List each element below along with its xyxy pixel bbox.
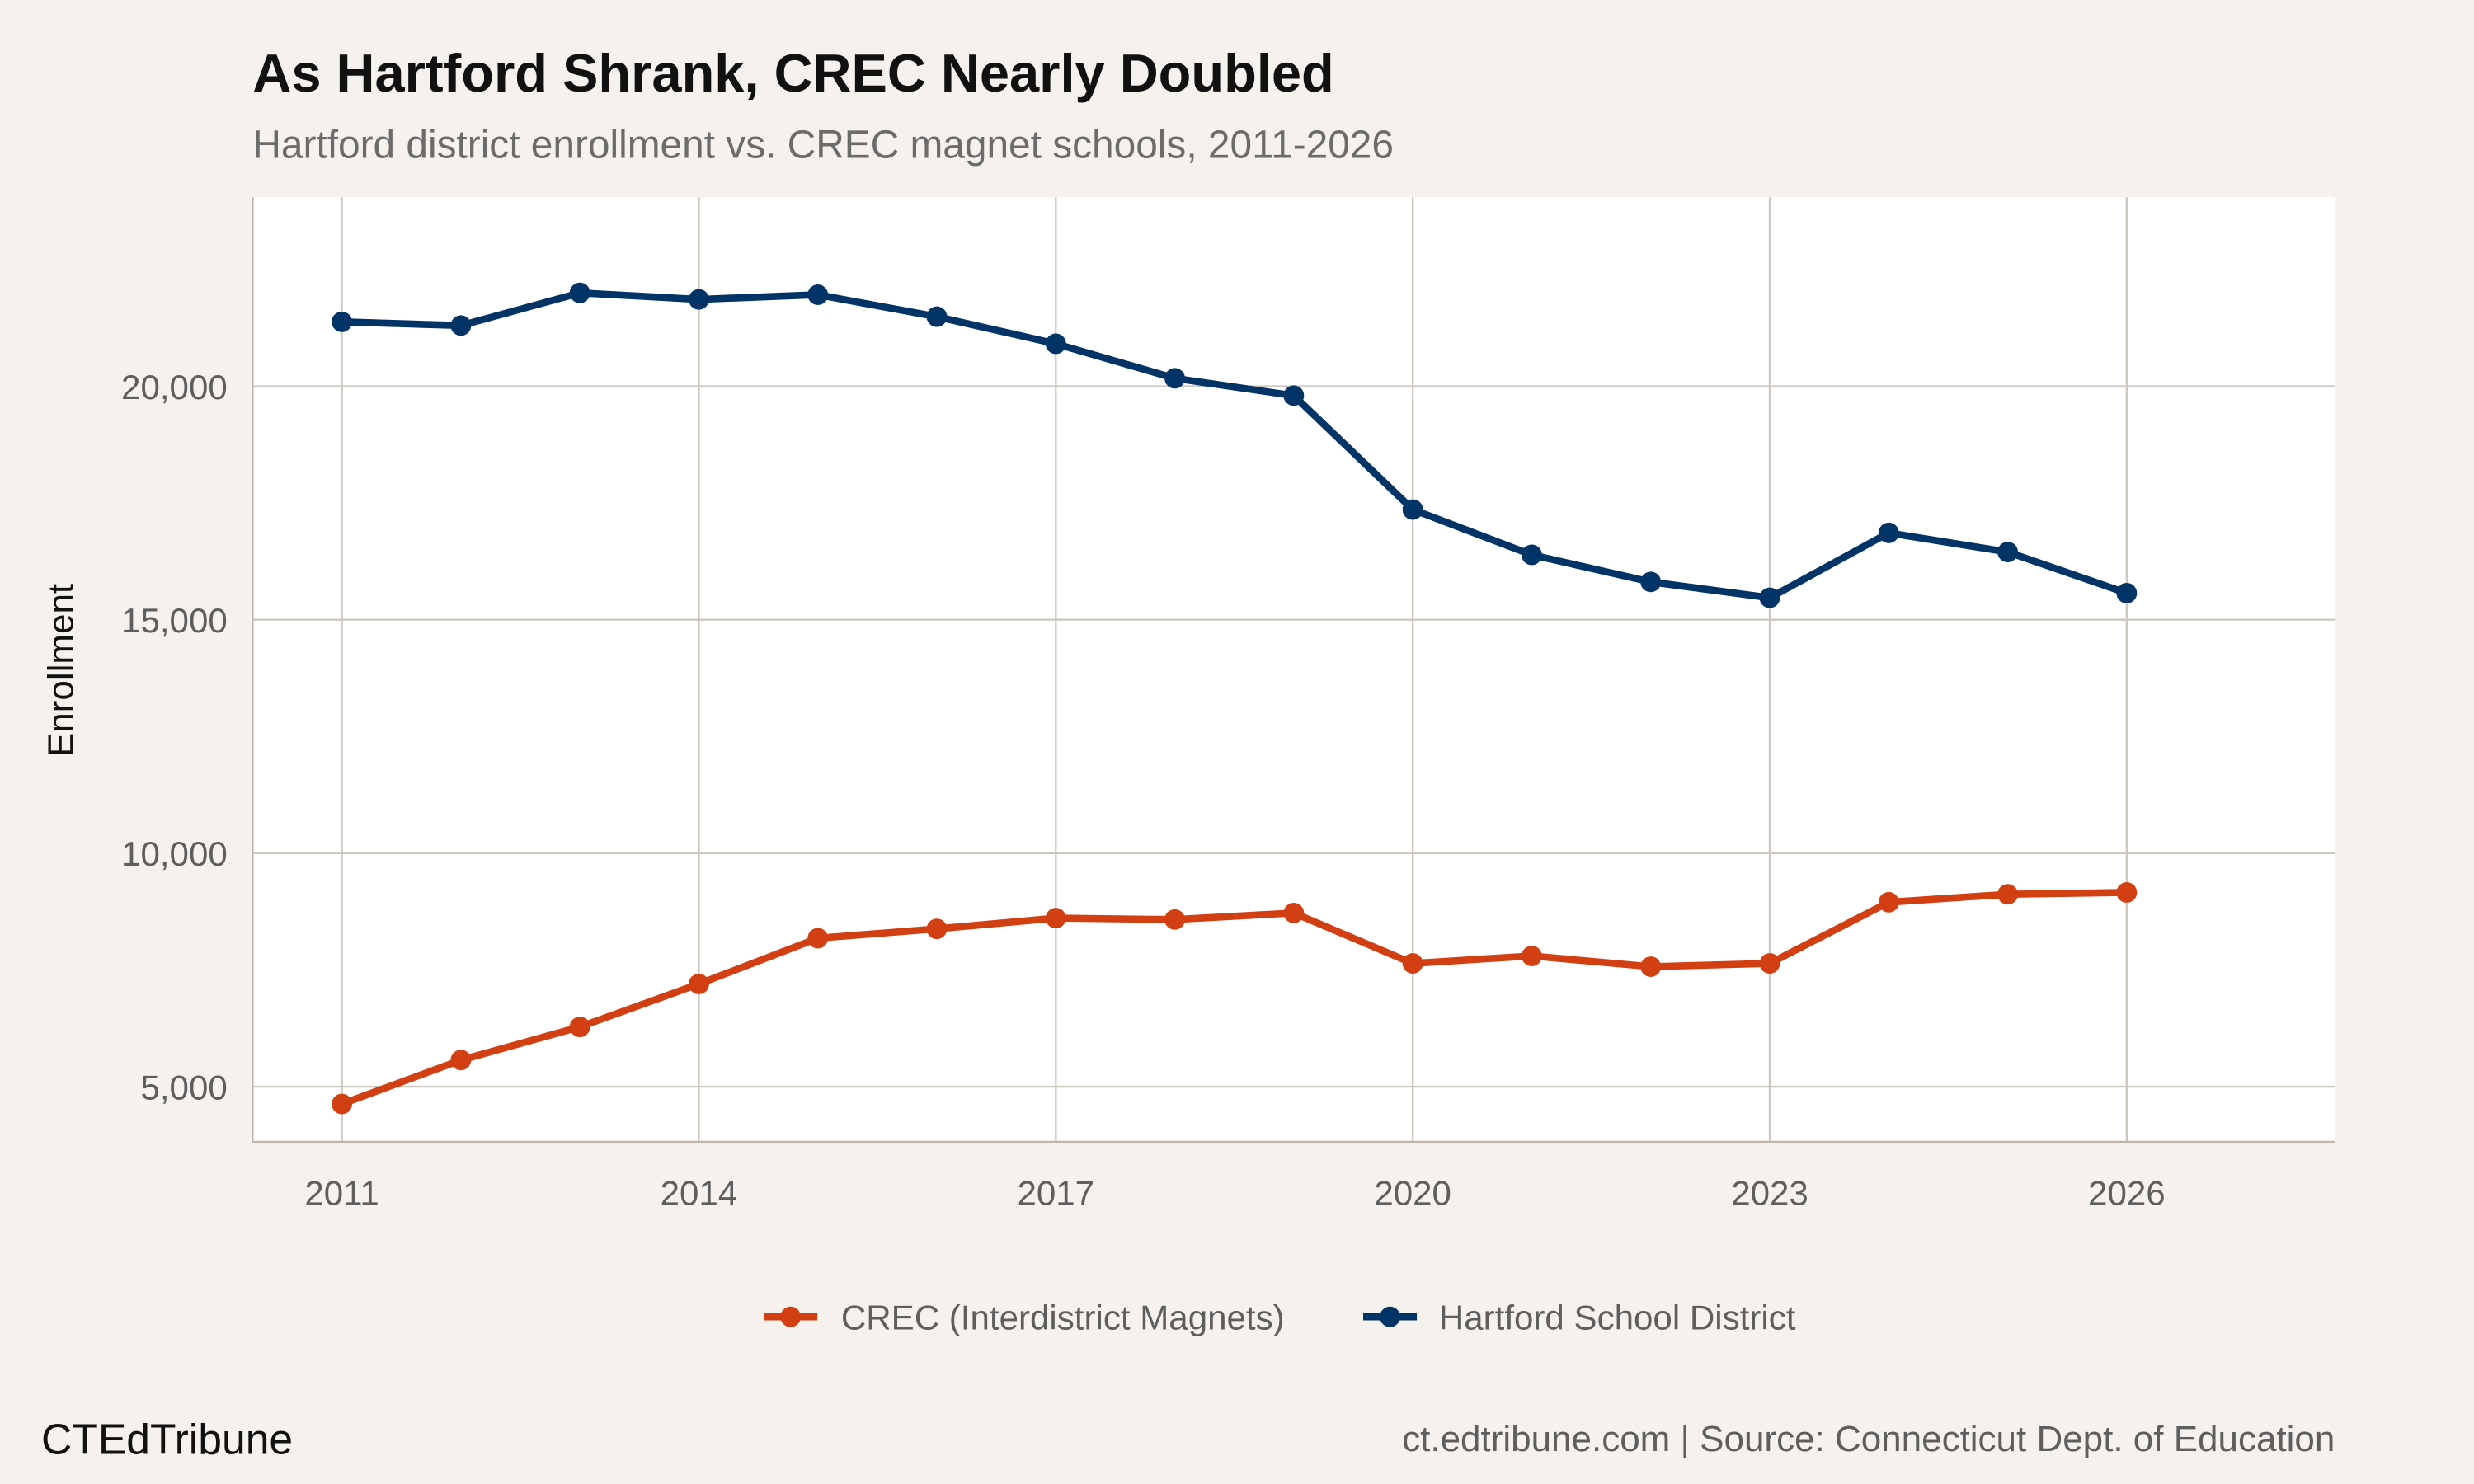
legend-label: Hartford School District (1439, 1298, 1796, 1337)
y-tick-label: 10,000 (121, 834, 228, 873)
data-point-hartford (332, 311, 353, 332)
data-point-crec (1997, 884, 2019, 905)
data-point-hartford (2116, 582, 2138, 603)
series-group (332, 282, 2138, 1115)
data-point-crec (1759, 953, 1780, 974)
x-tick-label: 2017 (1017, 1173, 1094, 1212)
data-point-crec (1402, 953, 1423, 974)
data-point-crec (926, 918, 948, 940)
x-tick-label: 2020 (1374, 1173, 1451, 1212)
data-point-hartford (569, 282, 590, 303)
data-point-hartford (1878, 522, 1899, 543)
data-point-hartford (689, 289, 709, 310)
data-point-crec (569, 1017, 590, 1038)
series-line-hartford (341, 289, 2128, 602)
data-point-hartford (1997, 542, 2019, 562)
data-point-crec (1878, 891, 1899, 913)
data-point-hartford (1759, 587, 1780, 608)
footer-source: ct.edtribune.com | Source: Connecticut D… (1402, 1419, 2335, 1459)
legend: CREC (Interdistrict Magnets) Hartford Sch… (764, 1298, 1796, 1337)
data-point-crec (807, 928, 829, 949)
data-point-crec (2116, 882, 2138, 903)
footer-brand: CTEdTribune (41, 1416, 293, 1463)
y-tick-label: 5,000 (140, 1068, 227, 1106)
y-tick-label: 20,000 (121, 368, 228, 406)
x-tick-label: 2014 (661, 1173, 738, 1212)
y-axis-label: Enrollment (40, 584, 81, 757)
plot-panel (252, 197, 2335, 1142)
x-ticks: 2011 2014 2017 2020 2023 2026 (304, 1173, 2165, 1212)
data-point-hartford (1045, 333, 1066, 355)
data-point-crec (1283, 902, 1305, 923)
data-point-hartford (1521, 544, 1542, 566)
y-ticks: 5,000 10,000 15,000 20,000 (121, 368, 228, 1107)
data-point-crec (332, 1093, 353, 1115)
legend-key-point (780, 1306, 802, 1327)
data-point-crec (1045, 908, 1066, 929)
data-point-crec (1640, 956, 1662, 977)
data-point-crec (689, 974, 709, 994)
data-point-crec (1521, 946, 1542, 966)
data-point-crec (450, 1050, 472, 1071)
y-tick-label: 15,000 (121, 601, 228, 640)
data-point-hartford (926, 306, 948, 327)
x-tick-label: 2026 (2088, 1173, 2166, 1212)
chart-subtitle: Hartford district enrollment vs. CREC ma… (252, 123, 1394, 167)
data-point-crec (1164, 909, 1186, 930)
data-point-hartford (450, 315, 472, 336)
x-tick-label: 2023 (1731, 1173, 1808, 1212)
x-tick-label: 2011 (304, 1173, 379, 1212)
data-point-hartford (807, 284, 829, 305)
data-point-hartford (1283, 385, 1305, 406)
data-point-hartford (1164, 368, 1186, 389)
chart-title: As Hartford Shrank, CREC Nearly Doubled (252, 43, 1333, 103)
series-line-crec (341, 889, 2127, 1108)
data-point-hartford (1640, 571, 1662, 593)
legend-label: CREC (Interdistrict Magnets) (841, 1298, 1285, 1337)
legend-key-point (1380, 1306, 1400, 1327)
data-point-hartford (1402, 499, 1423, 520)
